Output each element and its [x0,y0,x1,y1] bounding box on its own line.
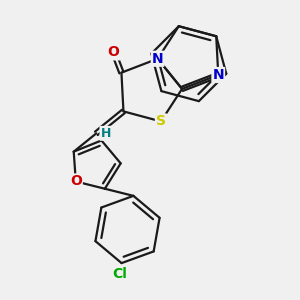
Text: O: O [70,175,82,188]
Text: O: O [108,45,120,59]
Text: N: N [152,52,164,66]
Text: S: S [156,114,166,128]
Text: H: H [100,127,111,140]
Text: N: N [212,68,224,82]
Text: Cl: Cl [112,267,127,281]
